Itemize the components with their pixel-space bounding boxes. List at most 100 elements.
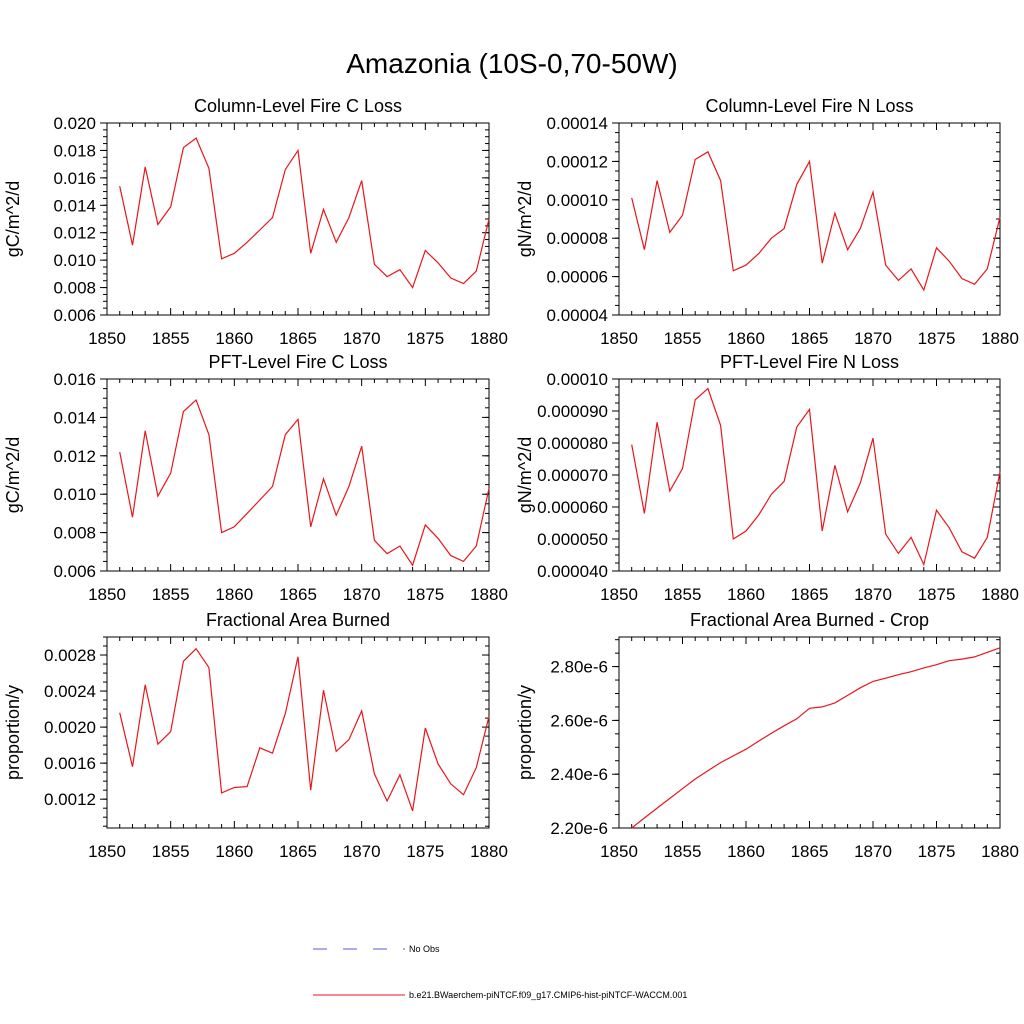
y-axis-label: proportion/y — [3, 685, 23, 780]
y-axis-label: gN/m^2/d — [515, 181, 535, 257]
legend-label-no-obs: No Obs — [409, 944, 440, 954]
panel-title: Column-Level Fire C Loss — [194, 96, 402, 116]
y-tick-label: 0.00004 — [547, 306, 608, 325]
x-tick-label: 1865 — [791, 842, 829, 861]
series-line — [631, 387, 1001, 567]
x-tick-label: 1855 — [152, 842, 190, 861]
chart-panel-2: 1850 1855 1860 1865 1870 1875 1880 0.00004 0.000… — [515, 96, 1019, 348]
x-tick-label: 1865 — [279, 329, 317, 348]
x-tick-label: 1875 — [406, 329, 444, 348]
x-tick-label: 1850 — [88, 585, 126, 604]
panel-title: Column-Level Fire N Loss — [705, 96, 913, 116]
x-tick-label: 1880 — [981, 329, 1019, 348]
y-tick-label: 2.60e-6 — [550, 711, 608, 730]
y-tick-label: 0.0012 — [44, 790, 96, 809]
plot-frame — [618, 636, 1001, 829]
x-tick-label: 1880 — [981, 842, 1019, 861]
y-tick-label: 0.000050 — [537, 530, 608, 549]
y-tick-label: 0.008 — [53, 524, 96, 543]
y-tick-label: 0.000070 — [537, 466, 608, 485]
x-tick-label: 1870 — [343, 585, 381, 604]
y-tick-label: 2.20e-6 — [550, 819, 608, 838]
panel-title: PFT-Level Fire C Loss — [208, 352, 387, 372]
y-tick-label: 0.00010 — [547, 370, 608, 389]
chart-panel-4: 1850 1855 1860 1865 1870 1875 1880 0.000040 0.00… — [515, 352, 1019, 604]
plot-frame — [106, 636, 490, 829]
y-tick-label: 0.018 — [53, 141, 96, 160]
x-tick-label: 1855 — [664, 329, 702, 348]
x-tick-label: 1875 — [406, 842, 444, 861]
x-tick-label: 1860 — [215, 842, 253, 861]
figure-title: Amazonia (10S-0,70-50W) — [346, 48, 678, 79]
x-tick-label: 1875 — [406, 585, 444, 604]
y-tick-label: 0.012 — [53, 447, 96, 466]
x-tick-label: 1850 — [88, 329, 126, 348]
plot-frame — [106, 378, 490, 572]
x-tick-label: 1860 — [727, 585, 765, 604]
x-tick-label: 1865 — [791, 329, 829, 348]
x-tick-label: 1870 — [854, 329, 892, 348]
panel-title: PFT-Level Fire N Loss — [720, 352, 899, 372]
x-tick-label: 1870 — [854, 585, 892, 604]
y-tick-label: 0.008 — [53, 279, 96, 298]
chart-panel-3: 1850 1855 1860 1865 1870 1875 1880 0.006 0.008 0.… — [3, 352, 508, 604]
y-tick-label: 0.00012 — [547, 152, 608, 171]
x-tick-label: 1860 — [727, 329, 765, 348]
series-line — [119, 399, 490, 567]
y-tick-label: 0.00010 — [547, 191, 608, 210]
x-tick-label: 1850 — [600, 842, 638, 861]
y-tick-label: 0.006 — [53, 306, 96, 325]
x-tick-label: 1855 — [664, 842, 702, 861]
x-tick-label: 1875 — [918, 329, 956, 348]
y-tick-label: 0.016 — [53, 169, 96, 188]
x-tick-label: 1850 — [600, 585, 638, 604]
y-tick-label: 0.014 — [53, 196, 96, 215]
x-tick-label: 1850 — [600, 329, 638, 348]
x-tick-label: 1865 — [279, 842, 317, 861]
y-tick-label: 0.000060 — [537, 498, 608, 517]
y-tick-label: 0.014 — [53, 408, 96, 427]
y-tick-label: 0.0028 — [44, 646, 96, 665]
chart-panels: 1850 1855 1860 1865 1870 1875 1880 0.006 0.008 0.… — [3, 96, 1019, 861]
x-tick-label: 1880 — [981, 585, 1019, 604]
series-line — [119, 137, 490, 289]
y-tick-label: 0.020 — [53, 114, 96, 133]
legend: No Obs b.e21.BWaerchem-piNTCF.f09_g17.CMI… — [313, 944, 687, 1000]
y-axis-label: gC/m^2/d — [3, 181, 23, 257]
y-axis-label: gN/m^2/d — [515, 437, 535, 513]
y-tick-label: 0.010 — [53, 485, 96, 504]
x-tick-label: 1860 — [215, 329, 253, 348]
y-tick-label: 0.000080 — [537, 434, 608, 453]
chart-panel-5: 1850 1855 1860 1865 1870 1875 1880 0.0012 0.0016… — [3, 610, 508, 861]
series-line — [119, 647, 490, 812]
x-tick-label: 1865 — [279, 585, 317, 604]
y-axis-label: proportion/y — [515, 685, 535, 780]
legend-label-model: b.e21.BWaerchem-piNTCF.f09_g17.CMIP6-his… — [409, 990, 687, 1000]
x-tick-label: 1880 — [470, 585, 508, 604]
y-tick-label: 0.000040 — [537, 562, 608, 581]
x-tick-label: 1870 — [343, 842, 381, 861]
x-tick-label: 1850 — [88, 842, 126, 861]
panel-title: Fractional Area Burned - Crop — [690, 610, 929, 630]
chart-panel-1: 1850 1855 1860 1865 1870 1875 1880 0.006 0.008 0.… — [3, 96, 508, 348]
x-tick-label: 1855 — [152, 329, 190, 348]
y-tick-label: 0.016 — [53, 370, 96, 389]
x-tick-label: 1880 — [470, 842, 508, 861]
plot-frame — [618, 378, 1001, 572]
x-tick-label: 1860 — [727, 842, 765, 861]
y-tick-label: 2.40e-6 — [550, 765, 608, 784]
y-tick-label: 0.000090 — [537, 402, 608, 421]
x-tick-label: 1880 — [470, 329, 508, 348]
y-tick-label: 0.006 — [53, 562, 96, 581]
x-tick-label: 1870 — [343, 329, 381, 348]
series-line — [631, 150, 1001, 292]
x-tick-label: 1855 — [664, 585, 702, 604]
y-tick-label: 0.0020 — [44, 718, 96, 737]
y-tick-label: 0.012 — [53, 224, 96, 243]
y-tick-label: 2.80e-6 — [550, 658, 608, 677]
y-tick-label: 0.00014 — [547, 114, 608, 133]
y-tick-label: 0.0016 — [44, 754, 96, 773]
y-tick-label: 0.0024 — [44, 682, 96, 701]
y-tick-label: 0.00006 — [547, 268, 608, 287]
x-tick-label: 1865 — [791, 585, 829, 604]
